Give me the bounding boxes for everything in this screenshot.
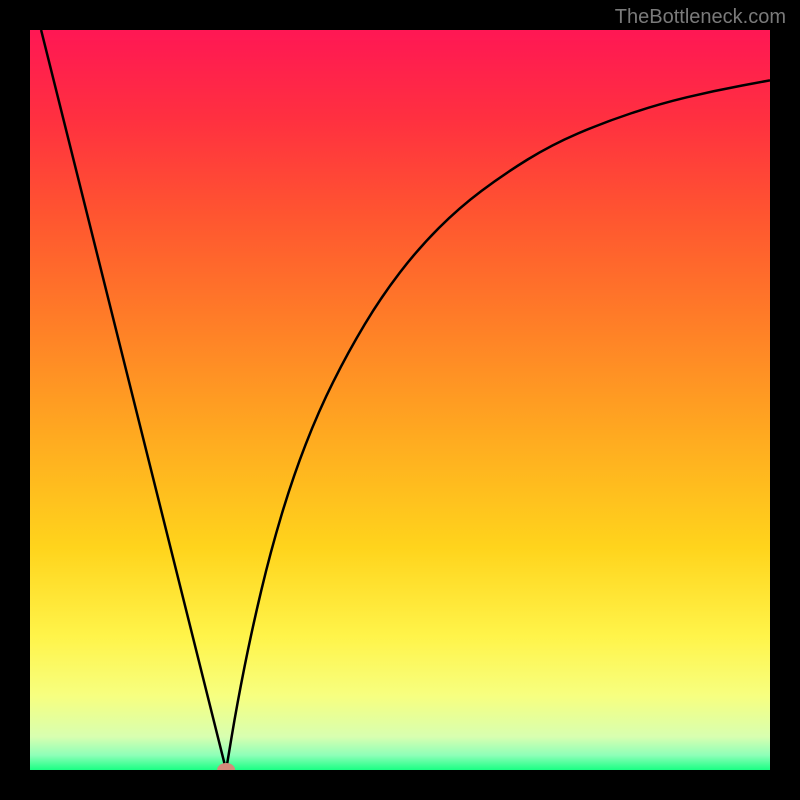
plot-area	[30, 30, 770, 770]
minimum-marker	[217, 763, 235, 770]
watermark: TheBottleneck.com	[615, 6, 786, 29]
curve-svg	[30, 30, 770, 770]
bottleneck-curve	[41, 30, 770, 770]
